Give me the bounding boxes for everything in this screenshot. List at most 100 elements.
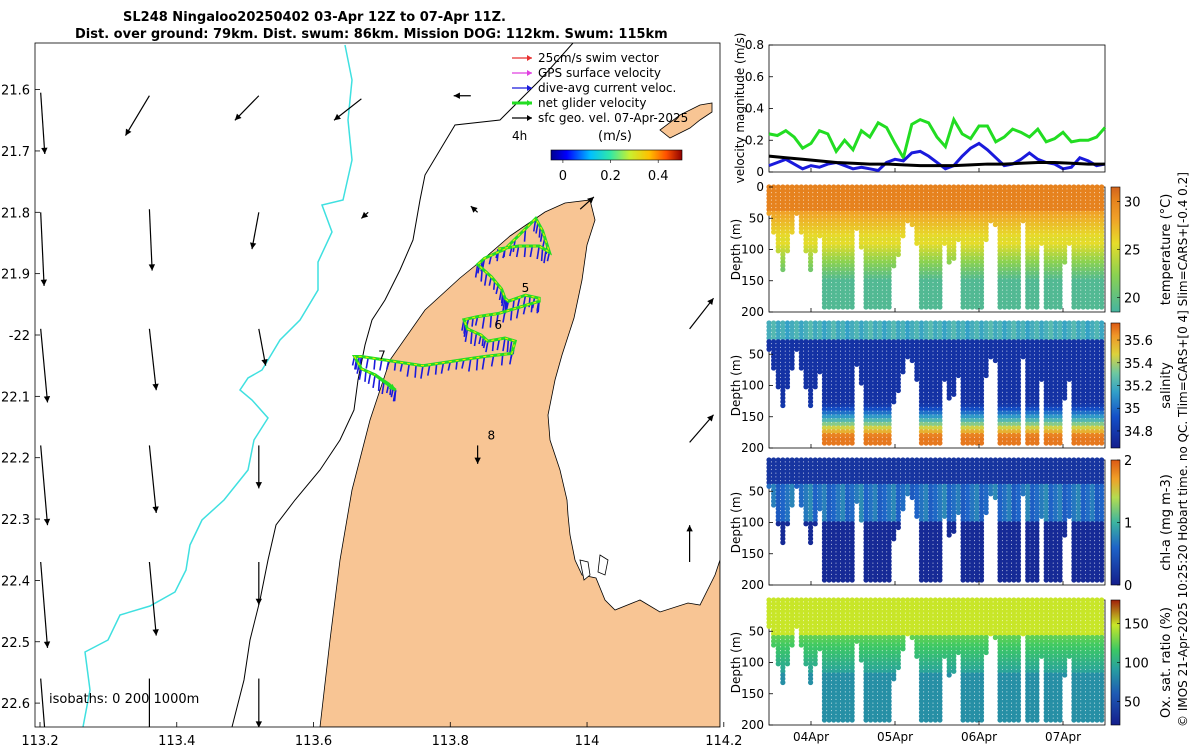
section-data-point	[969, 233, 975, 239]
section-data-point	[1020, 354, 1026, 360]
section-data-point	[951, 218, 957, 224]
section-data-point	[789, 214, 795, 220]
section-data-point	[946, 191, 952, 198]
section-data-point	[960, 210, 966, 216]
section-data-point	[849, 293, 855, 299]
section-data-point	[969, 281, 975, 288]
section-data-point	[872, 248, 878, 254]
section-data-point	[789, 225, 795, 231]
section-data-point	[955, 225, 962, 231]
section-data-point	[937, 278, 943, 284]
section-data-point	[974, 233, 980, 239]
current-vector	[392, 390, 397, 402]
section-data-point	[849, 281, 855, 288]
section-data-point	[886, 233, 892, 239]
section-data-point	[937, 285, 943, 291]
section-data-point	[831, 206, 837, 213]
section-data-point	[918, 225, 925, 231]
speed-colorbar-tick-label: 0.4	[648, 169, 669, 184]
section-data-point	[844, 203, 851, 209]
section-data-point	[932, 244, 938, 250]
current-vector	[426, 364, 431, 376]
section-data-point	[918, 274, 925, 280]
section-data-point	[965, 188, 971, 194]
section-data-point	[965, 214, 971, 220]
day-label: 7	[378, 349, 386, 363]
section-data-point	[1080, 440, 1086, 446]
section-data-point	[946, 214, 952, 220]
section-data-point	[946, 195, 952, 201]
section-data-point	[946, 218, 952, 224]
section-data-point	[881, 263, 888, 269]
section-data-point	[872, 229, 878, 235]
section-colorbar-tick-label: 25	[1124, 244, 1141, 259]
section-data-point	[946, 225, 952, 231]
section-data-point	[909, 206, 915, 213]
section-data-point	[886, 221, 892, 228]
legend-arrowhead	[527, 70, 532, 76]
section-data-point	[840, 240, 846, 246]
section-data-point	[895, 229, 901, 235]
section-data-point	[877, 263, 883, 269]
section-colorbar-label: salinity	[1159, 362, 1174, 409]
section-data-point	[872, 285, 878, 291]
section-data-point	[955, 191, 962, 198]
section-data-point	[858, 195, 865, 201]
section-data-point	[812, 184, 818, 190]
section-data-point	[872, 296, 878, 303]
section-data-point	[775, 191, 781, 198]
section-data-point	[826, 296, 832, 303]
section-data-point	[914, 210, 920, 216]
section-data-point	[831, 281, 837, 288]
section-data-point	[831, 251, 837, 258]
section-data-point	[965, 225, 971, 231]
section-data-point	[877, 221, 883, 228]
section-data-point	[941, 229, 948, 235]
section-data-point	[872, 266, 878, 273]
section-data-point	[918, 266, 925, 273]
current-vector	[491, 340, 495, 352]
map-y-tick-label: 22.4	[1, 574, 30, 589]
section-data-point	[877, 218, 883, 224]
section-data-point	[863, 233, 869, 239]
section-data-point	[831, 188, 837, 194]
section-data-point	[826, 293, 832, 299]
arrow-shaft	[251, 212, 260, 250]
section-data-point	[849, 240, 855, 246]
section-data-point	[965, 206, 971, 213]
section-data-point	[909, 188, 915, 194]
section-data-point	[937, 259, 943, 265]
section-data-point	[840, 210, 846, 216]
section-data-point	[886, 300, 892, 306]
section-data-point	[849, 263, 855, 269]
section-data-point	[969, 251, 975, 258]
section-data-point	[1057, 304, 1063, 310]
geo-velocity-vector	[689, 297, 715, 330]
section-data-point	[780, 195, 786, 201]
section-data-point	[969, 293, 975, 299]
section-data-point	[914, 214, 920, 220]
section-data-point	[951, 199, 957, 205]
section-data-point	[844, 188, 851, 194]
section-data-point	[803, 191, 809, 198]
arrow-head	[255, 721, 262, 727]
section-data-point	[918, 285, 925, 291]
section-data-point	[960, 214, 966, 220]
section-data-point	[1038, 376, 1045, 382]
section-data-point	[928, 191, 934, 198]
section-y-tick-label: 50	[749, 347, 764, 361]
map-y-tick-label: 21.6	[1, 84, 30, 99]
section-data-point	[826, 195, 832, 201]
section-data-point	[844, 251, 851, 258]
section-data-dots	[766, 184, 1105, 310]
section-data-point	[932, 255, 938, 261]
section-data-point	[868, 233, 874, 239]
section-data-point	[886, 296, 892, 303]
section-data-point	[928, 259, 934, 265]
section-data-point	[803, 199, 809, 205]
section-data-point	[923, 577, 929, 583]
section-data-point	[946, 248, 952, 254]
section-data-point	[951, 188, 957, 194]
section-data-point	[955, 203, 962, 209]
